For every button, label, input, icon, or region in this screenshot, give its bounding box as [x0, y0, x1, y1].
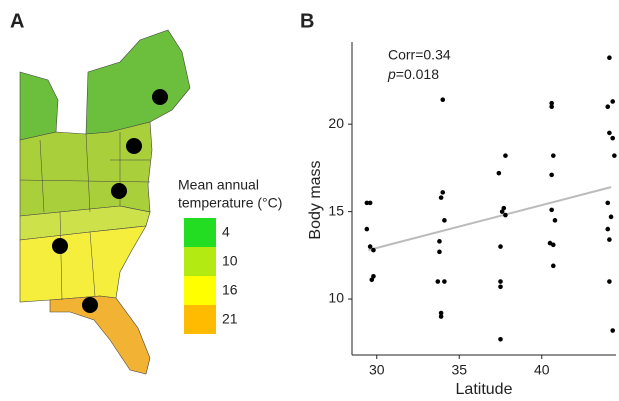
x-tick-label: 35 — [451, 362, 467, 378]
point — [371, 247, 376, 253]
point — [369, 277, 375, 283]
region-south — [19, 225, 147, 303]
site — [111, 183, 127, 199]
point — [607, 237, 612, 242]
annotation-p: p=0.018 — [387, 66, 439, 82]
point — [442, 279, 447, 284]
legend-swatch — [184, 247, 216, 276]
point — [549, 104, 554, 109]
point — [605, 104, 611, 109]
point — [367, 244, 373, 249]
x-tick-label: 30 — [369, 362, 385, 378]
state-borders — [19, 132, 151, 301]
point — [501, 205, 507, 211]
legend-swatch — [184, 276, 216, 305]
point — [438, 314, 444, 319]
y-axis-label: Body mass — [307, 160, 324, 239]
legend-swatch — [184, 218, 216, 247]
legend-label: 21 — [222, 311, 238, 327]
site — [82, 297, 98, 313]
point — [367, 200, 373, 206]
point — [498, 279, 503, 284]
point — [364, 226, 370, 232]
x-tick-label: 40 — [534, 362, 550, 378]
point — [440, 190, 446, 195]
point — [496, 170, 502, 176]
legend-label: 10 — [222, 253, 238, 269]
legend-swatch — [184, 305, 216, 334]
point — [442, 218, 447, 223]
point — [552, 218, 558, 223]
point — [549, 100, 554, 106]
point — [610, 328, 615, 333]
point — [551, 263, 556, 269]
legend-label: 4 — [222, 224, 230, 240]
panel-label: B — [300, 10, 314, 32]
point — [605, 226, 611, 232]
point — [610, 135, 615, 141]
point — [551, 242, 556, 248]
point — [607, 130, 612, 136]
point — [499, 209, 505, 214]
region-lakes — [19, 71, 59, 141]
map — [19, 29, 191, 375]
p-value: =0.018 — [396, 66, 439, 82]
region-florida — [49, 295, 151, 375]
annotation-corr: Corr=0.34 — [388, 47, 451, 63]
point — [438, 310, 444, 316]
x-axis-label: Latitude — [456, 381, 513, 398]
point — [607, 55, 612, 61]
point — [605, 200, 611, 206]
legend-title: Mean annual — [178, 177, 259, 193]
point — [440, 97, 446, 103]
point — [551, 153, 556, 158]
point — [503, 153, 508, 158]
point — [435, 279, 441, 284]
point — [364, 200, 370, 206]
point — [503, 212, 508, 218]
region-north — [85, 29, 191, 135]
y-tick-label: 20 — [328, 115, 344, 131]
point — [610, 99, 615, 104]
point — [549, 207, 554, 213]
trend-line — [368, 186, 612, 252]
panel-label: A — [10, 10, 24, 32]
point — [371, 274, 376, 279]
point — [437, 249, 442, 255]
site — [152, 89, 168, 105]
point — [437, 239, 442, 244]
y-tick-label: 15 — [328, 202, 344, 218]
point — [608, 214, 614, 220]
legend-label: 16 — [222, 282, 238, 298]
p-symbol: p — [387, 66, 396, 82]
point — [498, 336, 503, 342]
point — [612, 153, 617, 158]
site — [126, 138, 142, 154]
point — [498, 284, 503, 290]
legend-title: temperature (°C) — [178, 195, 282, 211]
y-tick-label: 10 — [328, 290, 344, 306]
point — [549, 172, 554, 178]
site — [52, 238, 68, 254]
point — [607, 279, 612, 284]
point — [438, 195, 444, 200]
point — [498, 244, 503, 249]
